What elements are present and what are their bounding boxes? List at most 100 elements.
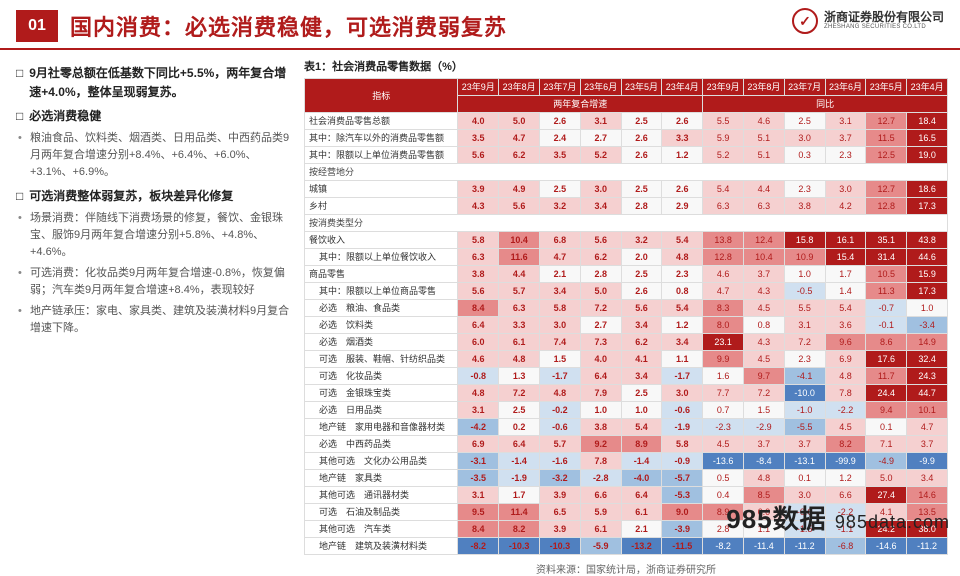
cell: -10.0	[784, 385, 825, 402]
cell: 17.3	[907, 283, 948, 300]
cell: 4.4	[499, 266, 540, 283]
cell: 1.0	[621, 402, 662, 419]
cell: -6.8	[825, 538, 866, 555]
cell: 6.6	[580, 487, 621, 504]
cell: -3.4	[907, 317, 948, 334]
cell: 0.1	[784, 470, 825, 487]
cell: 3.0	[825, 181, 866, 198]
cell: 6.9	[825, 351, 866, 368]
table-title: 表1：社会消费品零售数据（%）	[304, 58, 948, 74]
cell: 3.3	[662, 130, 703, 147]
cell: 5.8	[540, 300, 581, 317]
cell: 16.5	[907, 130, 948, 147]
cell: 3.4	[621, 317, 662, 334]
cell: -1.9	[662, 419, 703, 436]
cell: -11.5	[662, 538, 703, 555]
cell: 19.0	[907, 147, 948, 164]
cell: -10.3	[499, 538, 540, 555]
cell: 2.6	[621, 130, 662, 147]
cell: 3.7	[743, 436, 784, 453]
cell: 6.2	[499, 147, 540, 164]
cell: 10.4	[499, 232, 540, 249]
cell: -13.6	[703, 453, 744, 470]
cell: -0.1	[866, 317, 907, 334]
cell: 12.7	[866, 181, 907, 198]
cell: 8.2	[499, 521, 540, 538]
cell: 12.7	[866, 113, 907, 130]
col-h: 23年4月	[662, 79, 703, 96]
cell: 3.0	[784, 130, 825, 147]
cell: 0.7	[703, 402, 744, 419]
cell: 3.0	[662, 385, 703, 402]
cell: 4.7	[540, 249, 581, 266]
cell: 8.3	[703, 300, 744, 317]
cell: 3.8	[580, 419, 621, 436]
cell: 9.9	[703, 351, 744, 368]
cell: 3.7	[825, 130, 866, 147]
cell: 4.6	[703, 266, 744, 283]
cell: 4.2	[825, 198, 866, 215]
cell: 6.0	[458, 334, 499, 351]
cell: -0.6	[540, 419, 581, 436]
cell: 6.2	[580, 249, 621, 266]
logo-icon: ✓	[792, 8, 818, 34]
cell: -9.9	[907, 453, 948, 470]
cell: 6.3	[703, 198, 744, 215]
cell: 1.1	[662, 351, 703, 368]
cell: 6.4	[499, 436, 540, 453]
list-item: 场景消费：伴随线下消费场景的修复，餐饮、金银珠宝、服饰9月两年复合增速分别+5.…	[30, 210, 296, 261]
cell: 10.1	[907, 402, 948, 419]
cell: 2.1	[540, 266, 581, 283]
company-name-cn: 浙商证券股份有限公司	[824, 11, 944, 24]
cell: 7.2	[743, 385, 784, 402]
row-label: 必选 烟酒类	[305, 334, 458, 351]
cell: 1.3	[499, 368, 540, 385]
data-source: 资料来源：国家统计局，浙商证券研究所	[304, 561, 948, 576]
cell: 15.8	[784, 232, 825, 249]
cell: -2.3	[703, 419, 744, 436]
cell: 0.3	[784, 147, 825, 164]
cell: -11.4	[743, 538, 784, 555]
cell: -1.7	[662, 368, 703, 385]
cell: 5.2	[703, 147, 744, 164]
cell: 5.8	[662, 436, 703, 453]
cell: 8.4	[458, 521, 499, 538]
cell: 5.1	[743, 130, 784, 147]
cell: 4.8	[825, 368, 866, 385]
cell: 1.6	[703, 368, 744, 385]
cell: -8.4	[743, 453, 784, 470]
cell: -0.7	[866, 300, 907, 317]
cell: -1.0	[784, 402, 825, 419]
cell: 2.5	[784, 113, 825, 130]
row-label: 其中：限额以上单位商品零售	[305, 283, 458, 300]
cell: 2.3	[825, 147, 866, 164]
cell: -0.2	[540, 402, 581, 419]
col-h: 23年8月	[743, 79, 784, 96]
row-label: 其中：除汽车以外的消费品零售额	[305, 130, 458, 147]
cell: 0.5	[703, 470, 744, 487]
cell: 0.8	[662, 283, 703, 300]
cell: 4.6	[458, 351, 499, 368]
cell: 2.5	[621, 113, 662, 130]
cell: 2.9	[662, 198, 703, 215]
cell: 14.9	[907, 334, 948, 351]
cell: 6.2	[621, 334, 662, 351]
cell: 8.4	[458, 300, 499, 317]
cell: -1.7	[540, 368, 581, 385]
cell: 17.6	[866, 351, 907, 368]
cell: 1.7	[825, 266, 866, 283]
cell: 5.6	[458, 147, 499, 164]
cell: 24.3	[907, 368, 948, 385]
cell: 3.5	[540, 147, 581, 164]
cell: 2.5	[621, 266, 662, 283]
cell: 9.6	[825, 334, 866, 351]
cell: -5.3	[662, 487, 703, 504]
cell: 4.8	[743, 470, 784, 487]
cell: 3.7	[907, 436, 948, 453]
cell: -8.2	[703, 538, 744, 555]
cell: 10.9	[784, 249, 825, 266]
cell: -3.5	[458, 470, 499, 487]
cell: 6.3	[458, 249, 499, 266]
cell: 32.4	[907, 351, 948, 368]
cell: 3.3	[499, 317, 540, 334]
